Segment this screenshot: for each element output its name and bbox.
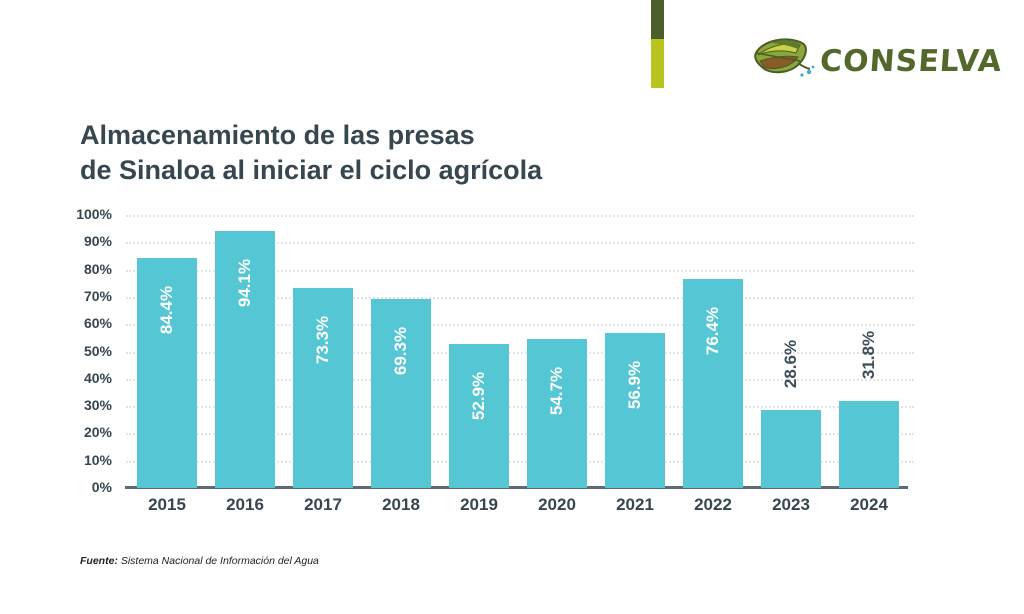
bar-2015: [137, 257, 197, 488]
bar-2019: [449, 343, 509, 488]
x-tick-label: 2017: [304, 495, 342, 514]
bar-2023: [761, 409, 821, 488]
gridline: [126, 378, 914, 381]
source-note: Fuente: Sistema Nacional de Información …: [80, 555, 319, 567]
bar-slot: 76.4%: [674, 215, 752, 488]
bar-slot: 94.1%: [206, 215, 284, 488]
bar-slot: 28.6%: [752, 215, 830, 488]
x-tick-label: 2019: [460, 495, 498, 514]
x-axis-line: [125, 486, 908, 489]
bar-slot: 84.4%: [128, 215, 206, 488]
chart-title: Almacenamiento de las presas de Sinaloa …: [80, 118, 680, 188]
x-tick-label: 2018: [382, 495, 420, 514]
x-axis-labels: 2015 2016 2017 2018 2019 2020 2021 2022 2023 2024: [128, 495, 908, 515]
x-tick-label: 2021: [616, 495, 654, 514]
y-tick-label: 70%: [83, 287, 112, 304]
y-tick-label: 40%: [83, 369, 112, 386]
bar-2016: [215, 231, 275, 488]
gridline: [126, 433, 914, 436]
y-tick-label: 30%: [83, 397, 112, 414]
y-tick-label: 10%: [83, 451, 112, 468]
source-text: Sistema Nacional de Información del Agua: [117, 555, 319, 567]
accent-bar: [651, 0, 664, 88]
x-tick-label: 2022: [694, 495, 732, 514]
bar-2022: [683, 279, 743, 488]
bar-slot: 31.8%: [830, 215, 908, 488]
x-tick-label: 2016: [226, 495, 264, 514]
x-tick-label: 2024: [850, 495, 888, 514]
gridline: [126, 351, 914, 354]
x-tick-label: 2020: [538, 495, 576, 514]
bar-slot: 54.7%: [518, 215, 596, 488]
gridline: [126, 296, 914, 299]
bar-slot: 56.9%: [596, 215, 674, 488]
y-tick-label: 80%: [83, 260, 112, 277]
bar-2021: [605, 332, 665, 488]
bar-value-label: 28.6%: [781, 339, 800, 389]
accent-bar-lime: [651, 39, 664, 88]
x-tick-label: 2023: [772, 495, 810, 514]
bar-2020: [527, 338, 587, 488]
leaf-icon: [754, 38, 815, 77]
accent-bar-dark: [651, 0, 664, 39]
bar-value-label: 84.4%: [157, 285, 176, 334]
bar-value-label: 69.3%: [391, 326, 410, 375]
gridline: [126, 460, 914, 463]
gridline: [126, 406, 914, 409]
y-tick-label: 100%: [76, 206, 112, 222]
conselva-logo: CONSELVA: [752, 30, 1003, 92]
gridline: [126, 269, 914, 272]
gridline: [126, 215, 914, 217]
y-tick-label: 50%: [83, 342, 112, 359]
chart-title-line2: de Sinaloa al iniciar el ciclo agrícola: [80, 155, 543, 186]
y-tick-label: 60%: [83, 315, 112, 332]
plot-area: 84.4% 94.1% 73.3% 69.3% 52.9% 54.7% 56.9% 76.4%…: [128, 215, 908, 488]
bar-slot: 52.9%: [440, 215, 518, 488]
bar-value-label: 73.3%: [313, 315, 332, 364]
source-label: Fuente:: [80, 555, 118, 567]
bar-value-label: 54.7%: [547, 366, 566, 415]
x-tick-label: 2015: [148, 495, 186, 514]
gridline: [126, 242, 914, 245]
bar-2017: [293, 287, 353, 488]
bar-value-label: 94.1%: [235, 258, 254, 308]
bar-slot: 73.3%: [284, 215, 362, 488]
bar-2018: [371, 298, 431, 488]
bar-value-label: 31.8%: [859, 331, 878, 380]
gridline: [126, 324, 914, 327]
y-tick-label: 20%: [83, 424, 112, 441]
bar-value-label: 76.4%: [703, 307, 722, 356]
bar-value-label: 52.9%: [469, 371, 488, 420]
chart-title-line1: Almacenamiento de las presas: [80, 120, 475, 150]
bar-2024: [839, 401, 899, 488]
y-tick-label: 90%: [83, 233, 112, 250]
bar-value-label: 56.9%: [625, 360, 644, 409]
bar-slot: 69.3%: [362, 215, 440, 488]
y-tick-label: 0%: [91, 479, 112, 495]
